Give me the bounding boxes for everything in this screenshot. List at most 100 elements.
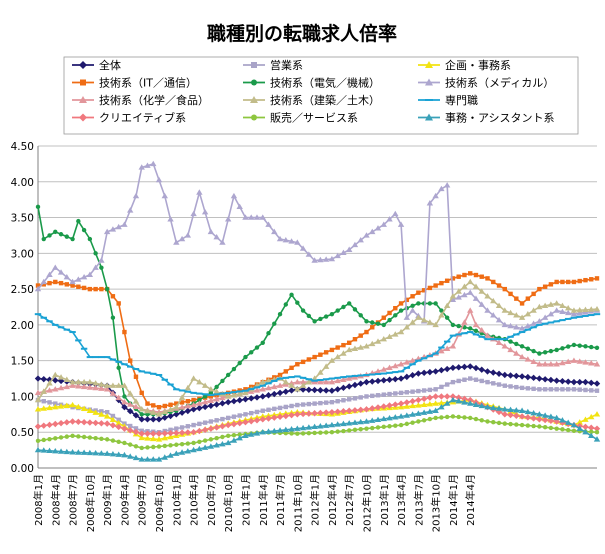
data-point [438, 393, 445, 400]
data-point [86, 378, 94, 385]
data-point [553, 414, 560, 421]
data-point [410, 420, 415, 425]
data-point [397, 413, 405, 419]
data-point [248, 431, 255, 437]
data-point [518, 373, 526, 380]
data-point [52, 377, 59, 384]
data-point [462, 377, 467, 382]
data-point [201, 382, 209, 388]
data-point [525, 346, 531, 351]
data-point [174, 442, 179, 447]
data-point [472, 295, 480, 301]
data-point [161, 434, 168, 441]
data-point [34, 313, 42, 316]
data-point [398, 390, 404, 396]
data-point [224, 393, 232, 399]
data-point [507, 322, 514, 329]
data-point [191, 422, 196, 428]
data-point [282, 378, 290, 385]
data-point [197, 439, 202, 444]
data-point [554, 279, 559, 285]
data-point [472, 321, 480, 328]
data-point [288, 387, 295, 394]
data-point [439, 308, 444, 313]
data-point [507, 411, 514, 419]
data-point [253, 394, 261, 401]
data-point [40, 447, 47, 453]
data-point [502, 286, 507, 292]
data-point [173, 239, 180, 245]
data-point [99, 286, 104, 292]
data-point [201, 426, 209, 434]
data-point [547, 321, 555, 324]
data-point [75, 339, 82, 342]
data-point [531, 423, 536, 429]
data-point [467, 363, 474, 370]
data-point [530, 409, 537, 416]
data-point [144, 416, 151, 423]
data-point [138, 430, 145, 437]
data-point [478, 288, 485, 294]
data-point [415, 370, 422, 377]
data-point [178, 235, 186, 242]
data-point [190, 401, 197, 408]
data-point [513, 407, 520, 413]
data-point [508, 339, 513, 344]
data-point [133, 426, 139, 431]
data-point [438, 312, 445, 318]
data-point [374, 338, 382, 344]
data-point [479, 378, 484, 384]
data-point [219, 440, 226, 447]
data-point [196, 392, 203, 395]
data-point [46, 387, 53, 393]
data-point [439, 280, 444, 286]
x-tick-label: 2012年4月 [326, 474, 339, 526]
data-point [346, 428, 352, 433]
data-point [577, 387, 582, 392]
data-point [490, 297, 497, 304]
data-point [588, 360, 595, 366]
series-6 [34, 160, 601, 331]
data-point [87, 236, 93, 242]
data-point [351, 241, 359, 248]
data-point [397, 361, 405, 367]
data-point [380, 336, 387, 342]
data-point [450, 379, 456, 385]
data-point [80, 347, 88, 350]
data-point [98, 257, 105, 263]
data-point [47, 233, 52, 238]
data-point [197, 421, 202, 427]
data-point [230, 420, 238, 428]
data-point [243, 412, 248, 417]
data-point [271, 427, 278, 434]
x-tick-label: 2013年7月 [412, 474, 425, 526]
data-point [456, 274, 461, 279]
data-point [438, 399, 445, 406]
data-point [589, 344, 594, 350]
data-point [461, 291, 468, 298]
data-point [98, 450, 105, 456]
x-tick-label: 2009年4月 [118, 474, 131, 526]
data-point [341, 304, 346, 310]
data-point [559, 319, 566, 322]
data-point [374, 225, 382, 231]
data-point [547, 417, 555, 424]
data-point [282, 376, 290, 379]
data-point [202, 438, 208, 443]
data-point [426, 400, 434, 407]
data-point [155, 416, 163, 423]
data-point [375, 425, 381, 430]
data-point [34, 446, 42, 453]
data-point [150, 430, 157, 437]
data-point [490, 369, 497, 376]
data-point [92, 264, 99, 270]
data-point [155, 411, 163, 417]
data-point [57, 326, 65, 329]
data-point [577, 278, 582, 284]
x-tick-label: 2013年10月 [430, 474, 443, 532]
data-point [518, 314, 526, 320]
data-point [271, 379, 278, 382]
data-point [560, 427, 565, 432]
data-point [190, 210, 197, 217]
data-point [553, 320, 560, 323]
